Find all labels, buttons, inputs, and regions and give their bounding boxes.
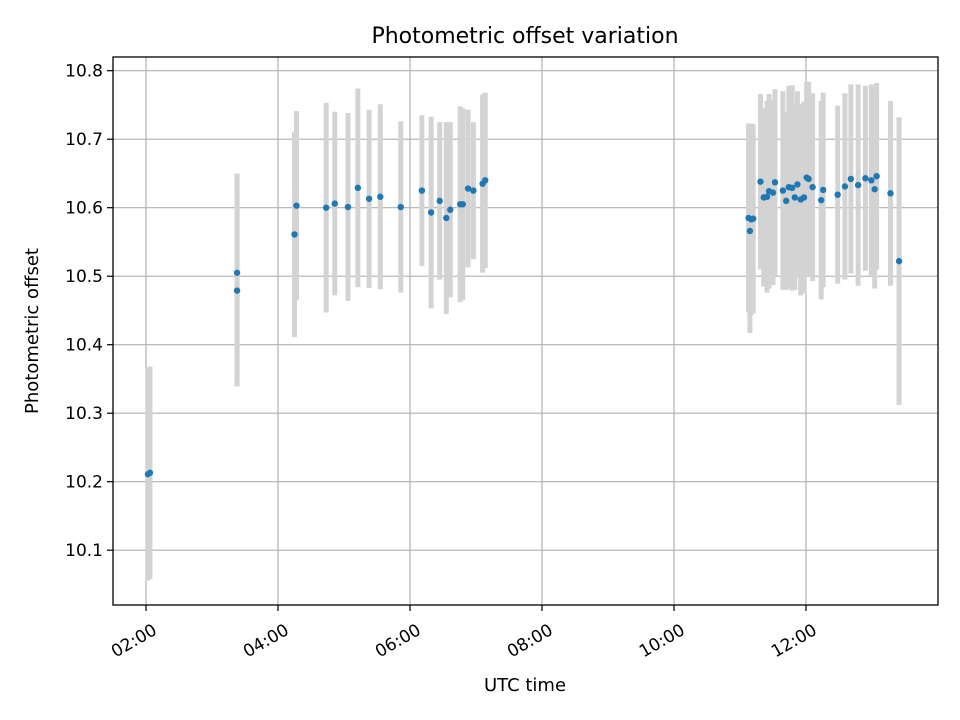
data-point xyxy=(763,193,771,200)
data-point xyxy=(447,206,454,213)
data-point xyxy=(779,187,787,194)
data-point xyxy=(854,181,862,189)
data-point xyxy=(895,257,903,265)
data-point xyxy=(331,200,338,207)
data-point xyxy=(344,203,352,211)
data-point xyxy=(757,178,764,185)
data-point xyxy=(783,197,790,205)
y-tick-label: 10.1 xyxy=(65,541,103,561)
data-point xyxy=(794,181,801,188)
data-point xyxy=(397,203,404,211)
data-point xyxy=(365,195,373,202)
data-point xyxy=(459,201,466,208)
data-point xyxy=(862,175,869,182)
data-point xyxy=(482,177,489,184)
y-tick-label: 10.6 xyxy=(65,199,103,219)
chart-title: Photometric offset variation xyxy=(371,24,678,49)
y-tick-label: 10.2 xyxy=(65,473,103,493)
data-point xyxy=(354,184,362,192)
data-point xyxy=(233,287,241,294)
data-point xyxy=(819,186,827,194)
data-point xyxy=(817,196,825,204)
data-point xyxy=(847,175,855,183)
data-point xyxy=(746,227,754,235)
plot-frame xyxy=(112,56,939,606)
data-point xyxy=(887,190,894,197)
data-point xyxy=(470,187,477,194)
data-point xyxy=(233,269,241,276)
y-tick-label: 10.8 xyxy=(65,62,103,82)
x-axis-label: UTC time xyxy=(484,675,566,696)
data-point xyxy=(868,177,875,184)
data-point xyxy=(427,209,435,216)
data-point xyxy=(436,197,443,205)
data-point xyxy=(750,215,757,222)
data-point xyxy=(377,193,384,200)
data-point xyxy=(809,183,816,191)
data-point xyxy=(834,191,841,198)
y-axis-label: Photometric offset xyxy=(22,248,43,414)
data-point xyxy=(769,189,777,196)
point-layer xyxy=(144,172,903,478)
data-point xyxy=(788,184,796,192)
data-point xyxy=(805,175,812,183)
data-point xyxy=(841,183,849,190)
y-tick-label: 10.4 xyxy=(65,336,103,356)
data-point xyxy=(771,179,779,186)
data-point xyxy=(873,172,880,180)
y-tick-label: 10.5 xyxy=(65,267,103,287)
data-point xyxy=(464,185,472,192)
data-point xyxy=(146,469,154,476)
data-point xyxy=(443,214,450,222)
data-point xyxy=(418,187,426,194)
data-point xyxy=(293,202,300,209)
y-tick-label: 10.3 xyxy=(65,404,103,424)
data-point xyxy=(871,186,878,193)
data-point xyxy=(791,194,798,201)
data-point xyxy=(291,231,298,238)
data-point xyxy=(322,204,330,211)
y-tick-label: 10.7 xyxy=(65,130,103,150)
data-point xyxy=(800,194,808,201)
